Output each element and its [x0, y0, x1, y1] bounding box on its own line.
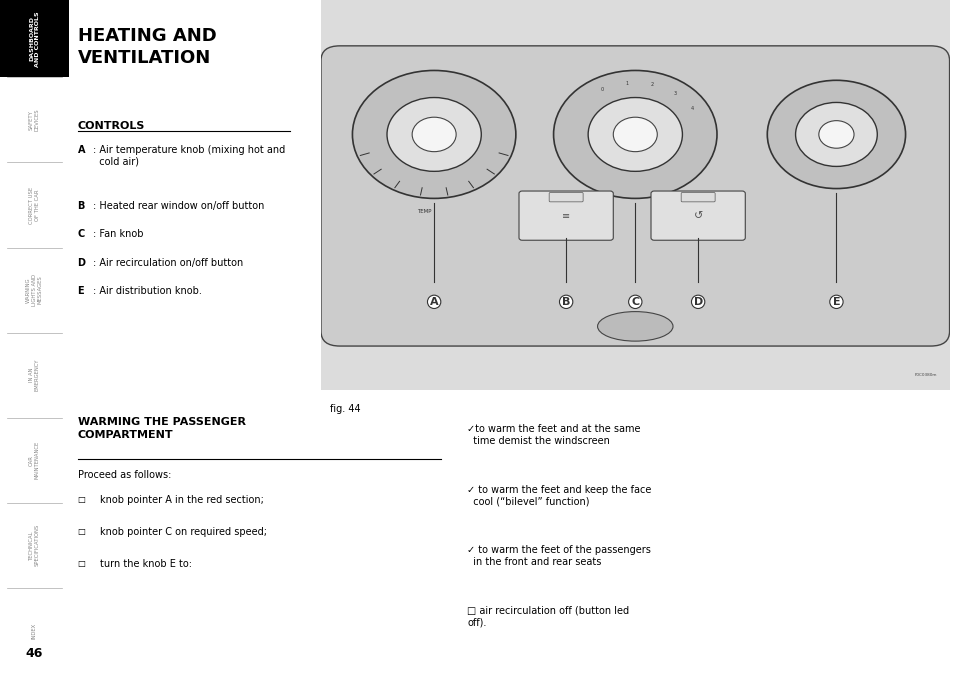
Text: D: D — [693, 297, 702, 307]
Text: WARNING
LIGHTS AND
MESSAGES: WARNING LIGHTS AND MESSAGES — [26, 274, 43, 306]
FancyBboxPatch shape — [518, 191, 613, 240]
Text: : Fan knob: : Fan knob — [93, 229, 144, 240]
Text: 3: 3 — [673, 91, 677, 96]
Text: D: D — [77, 258, 86, 268]
Text: 46: 46 — [26, 647, 43, 660]
Text: ✓ to warm the feet of the passengers
  in the front and rear seats: ✓ to warm the feet of the passengers in … — [467, 545, 650, 567]
Text: A: A — [430, 297, 438, 307]
Text: 1: 1 — [624, 81, 628, 85]
FancyBboxPatch shape — [650, 191, 744, 240]
Text: ✓to warm the feet and at the same
  time demist the windscreen: ✓to warm the feet and at the same time d… — [467, 424, 639, 446]
Text: 4: 4 — [690, 106, 693, 111]
Text: B: B — [77, 201, 85, 211]
Text: WARMING THE PASSENGER
COMPARTMENT: WARMING THE PASSENGER COMPARTMENT — [77, 417, 245, 439]
Circle shape — [412, 117, 456, 151]
Text: E: E — [77, 286, 84, 296]
Text: A: A — [77, 145, 85, 155]
Text: HEATING AND
VENTILATION: HEATING AND VENTILATION — [77, 27, 216, 67]
Text: TECHNICAL
SPECIFICATIONS: TECHNICAL SPECIFICATIONS — [29, 524, 40, 567]
Circle shape — [795, 102, 877, 166]
Text: : Heated rear window on/off button: : Heated rear window on/off button — [93, 201, 265, 211]
Circle shape — [613, 117, 657, 151]
Text: turn the knob E to:: turn the knob E to: — [99, 559, 192, 569]
Text: DASHBOARD
AND CONTROLS: DASHBOARD AND CONTROLS — [29, 11, 40, 67]
Text: CAR
MAINTENANCE: CAR MAINTENANCE — [29, 441, 40, 479]
Text: F0C0380m: F0C0380m — [914, 373, 936, 377]
Text: knob pointer C on required speed;: knob pointer C on required speed; — [99, 527, 267, 537]
Text: ↺: ↺ — [693, 211, 702, 221]
Text: CONTROLS: CONTROLS — [77, 121, 145, 131]
Text: CORRECT USE
OF THE CAR: CORRECT USE OF THE CAR — [29, 186, 40, 223]
Text: : Air distribution knob.: : Air distribution knob. — [93, 286, 202, 296]
Bar — [0, 0, 69, 77]
Text: ≡: ≡ — [561, 211, 570, 221]
Text: TEMP: TEMP — [417, 209, 432, 214]
Text: 2: 2 — [650, 82, 653, 87]
Text: B: B — [561, 297, 570, 307]
Text: INDEX: INDEX — [31, 623, 37, 639]
Text: SAFETY
DEVICES: SAFETY DEVICES — [29, 108, 40, 131]
FancyBboxPatch shape — [317, 0, 952, 393]
Circle shape — [352, 71, 516, 199]
FancyBboxPatch shape — [680, 192, 715, 202]
Circle shape — [553, 71, 717, 199]
Circle shape — [588, 98, 681, 172]
Text: C: C — [77, 229, 85, 240]
Text: E: E — [832, 297, 840, 307]
Text: IN AN
EMERGENCY: IN AN EMERGENCY — [29, 359, 40, 392]
Text: □: □ — [77, 495, 88, 503]
Text: : Air recirculation on/off button: : Air recirculation on/off button — [93, 258, 243, 268]
Text: ✓ to warm the feet and keep the face
  cool (“bilevel” function): ✓ to warm the feet and keep the face coo… — [467, 485, 651, 506]
FancyBboxPatch shape — [320, 46, 948, 346]
Text: □: □ — [77, 527, 88, 536]
Text: 0: 0 — [600, 87, 603, 92]
Text: □ air recirculation off (button led
off).: □ air recirculation off (button led off)… — [467, 606, 629, 627]
Text: : Air temperature knob (mixing hot and
  cold air): : Air temperature knob (mixing hot and c… — [93, 145, 286, 166]
Text: □: □ — [77, 559, 88, 568]
Ellipse shape — [597, 312, 672, 341]
Circle shape — [766, 80, 904, 188]
Circle shape — [818, 120, 853, 148]
Text: Proceed as follows:: Proceed as follows: — [77, 470, 171, 480]
FancyBboxPatch shape — [549, 192, 582, 202]
Text: C: C — [631, 297, 639, 307]
Text: knob pointer A in the red section;: knob pointer A in the red section; — [99, 495, 263, 505]
Text: fig. 44: fig. 44 — [330, 404, 360, 414]
Circle shape — [387, 98, 480, 172]
